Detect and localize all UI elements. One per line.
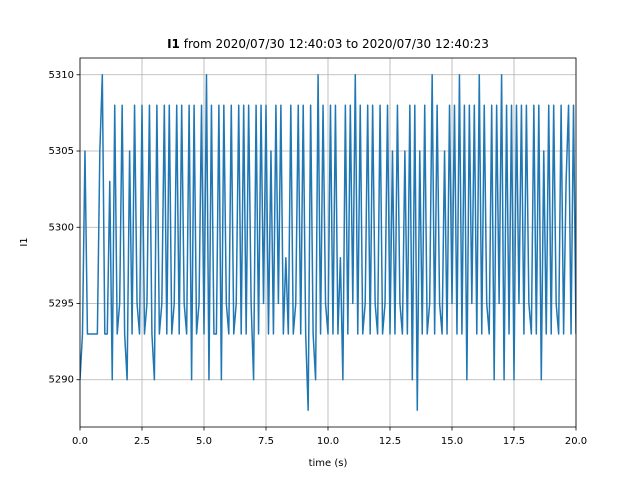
x-tick-label: 7.5 [258, 436, 274, 447]
y-tick-label: 5295 [49, 298, 74, 309]
x-tick-label: 0.0 [72, 436, 88, 447]
y-tick-label: 5305 [49, 146, 74, 157]
plot-frame [79, 57, 577, 428]
x-axis-label: time (s) [309, 458, 348, 469]
y-tick-label: 5300 [49, 222, 74, 233]
x-tick-label: 17.5 [503, 436, 525, 447]
x-tick-label: 2.5 [134, 436, 150, 447]
x-tick-label: 10.0 [317, 436, 339, 447]
y-axis-label: I1 [19, 237, 30, 246]
y-tick-label: 5310 [49, 70, 74, 81]
title-bold: I1 [167, 37, 180, 51]
title-rest: from 2020/07/30 12:40:03 to 2020/07/30 1… [184, 37, 489, 51]
x-tick-label: 12.5 [379, 436, 401, 447]
x-tick-label: 15.0 [441, 436, 463, 447]
data-line [80, 74, 576, 411]
x-tick-label: 20.0 [565, 436, 587, 447]
x-tick-label: 5.0 [196, 436, 212, 447]
y-tick-label: 5290 [49, 375, 74, 386]
chart-title: I1 from 2020/07/30 12:40:03 to 2020/07/3… [167, 37, 489, 51]
